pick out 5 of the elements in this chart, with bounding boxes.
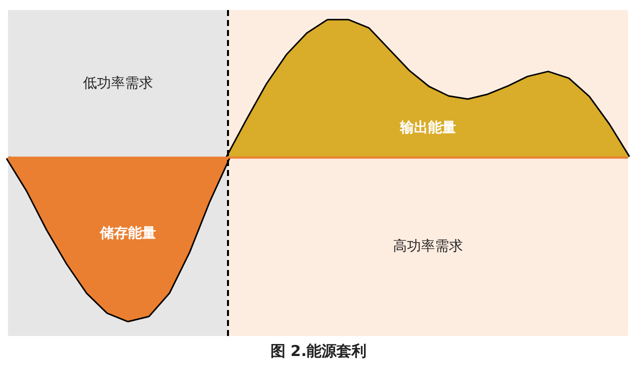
annotation: 输出能量 [399,120,456,136]
annotation: 储存能量 [99,225,156,242]
text: 图 2.能源套利 [269,342,368,361]
annotation: 高功率需求 [393,238,463,254]
annotation: 低功率需求 [83,75,153,92]
